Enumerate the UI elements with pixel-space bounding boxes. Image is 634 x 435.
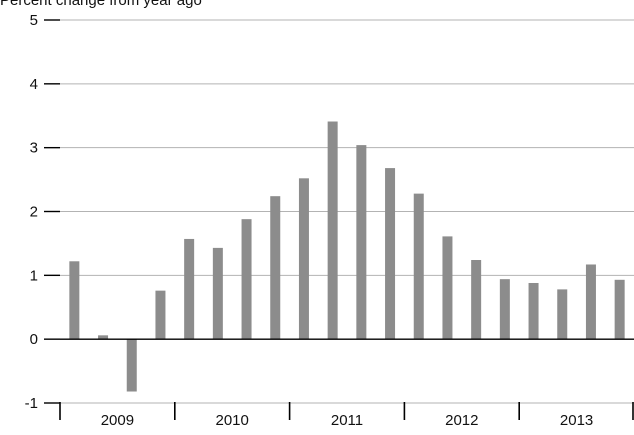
bar [356,145,367,340]
gridlines [60,19,634,404]
bar [413,193,424,340]
y-tick-label: 3 [30,140,38,157]
bar [471,260,482,340]
bar [385,168,396,340]
bar [327,121,338,340]
bar [212,247,223,340]
y-tick-label: 0 [30,331,38,348]
bar [270,196,281,340]
bar [155,290,166,340]
x-group-label: 2011 [331,412,363,429]
y-tick-label: 1 [30,267,38,284]
x-group-label: 2010 [216,412,249,429]
bar [557,289,568,340]
bars [69,121,625,392]
y-tick-label: 2 [30,204,38,221]
y-axis-label: Percent change from year ago [0,0,202,9]
bar [241,219,252,340]
x-group-label: 2009 [101,412,134,429]
x-group-label: 2013 [560,412,593,429]
x-group-label: 2012 [445,412,478,429]
bar [69,261,80,340]
bar [126,339,137,392]
y-tick-label: 4 [30,76,38,93]
y-axis-ticks: -1 0 1 2 3 4 5 [25,12,60,412]
bar [614,279,625,340]
bar [98,335,109,340]
bar [298,178,309,340]
bar [528,282,539,340]
y-tick-label: -1 [25,395,38,412]
bar [499,279,510,340]
x-axis: 2009 2010 2011 2012 2013 [59,338,634,429]
bar [442,236,453,340]
bar [585,264,596,340]
y-tick-label: 5 [30,12,38,29]
bar [184,238,195,340]
